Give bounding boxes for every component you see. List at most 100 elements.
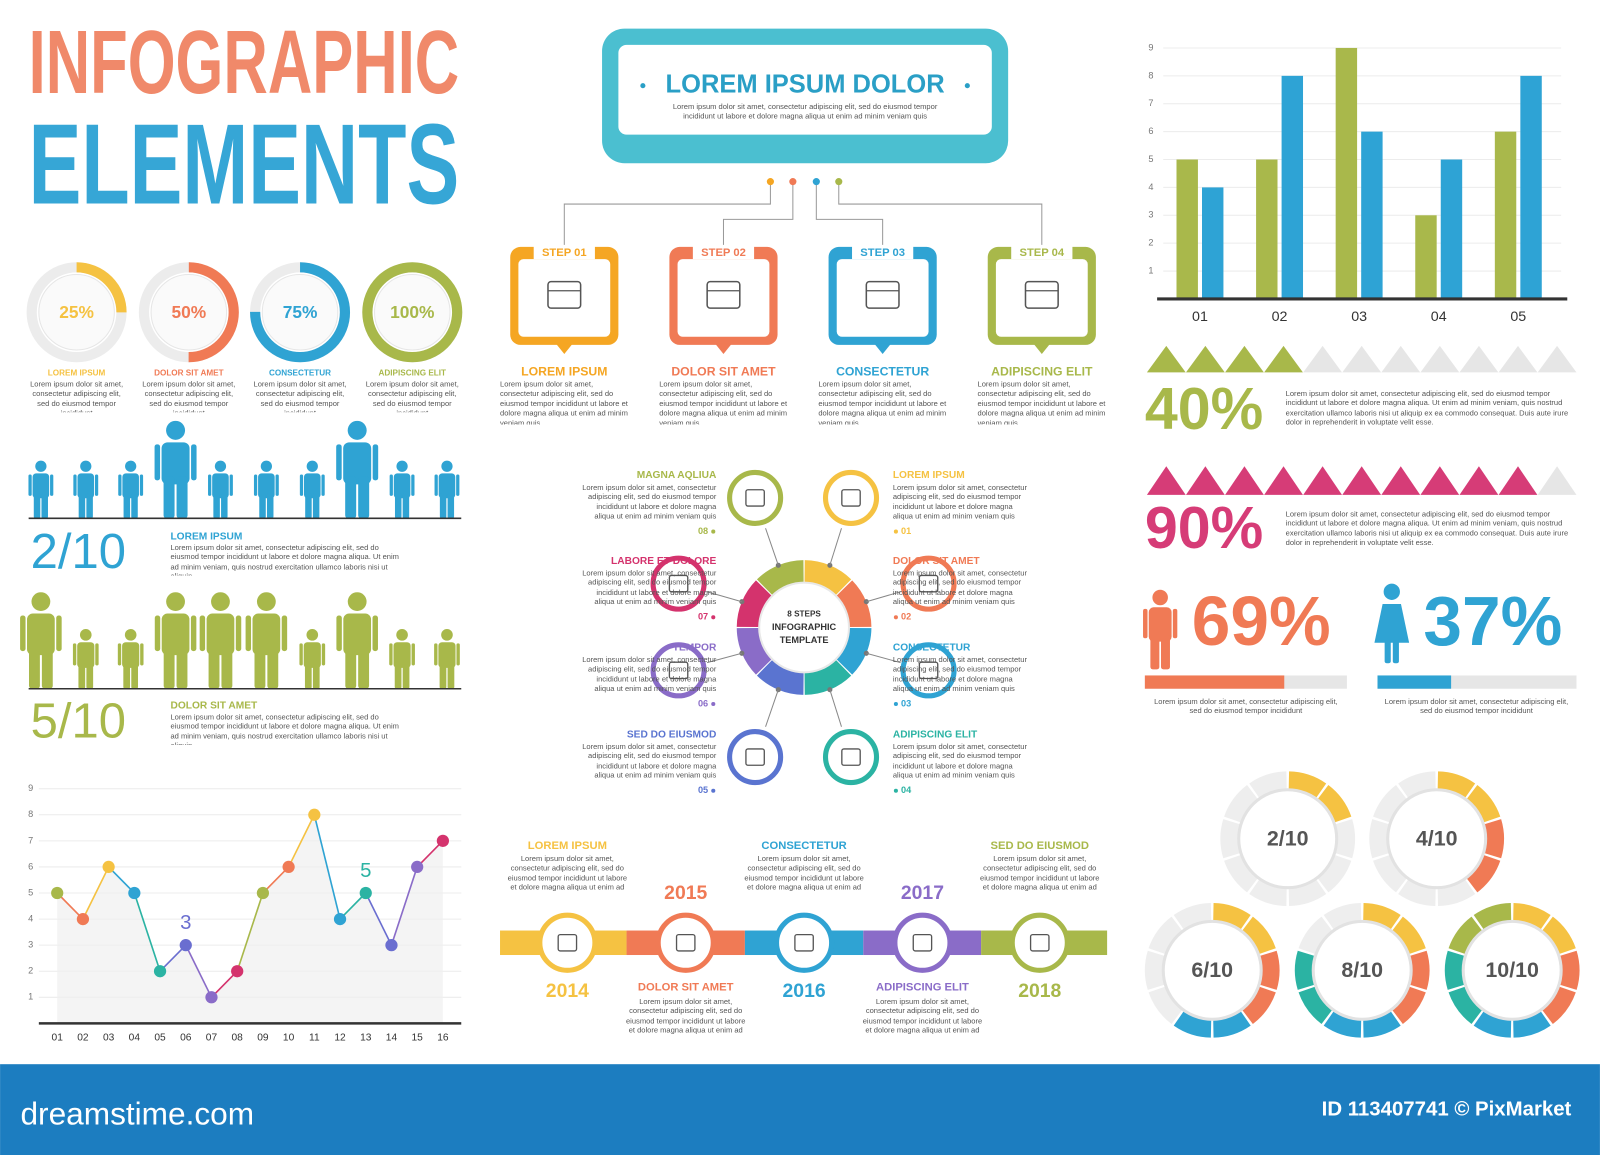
- person-body: [27, 613, 55, 656]
- step-text-box: Lorem ipsum dolor sit amet, consectetur …: [977, 379, 1106, 425]
- person-arm: [190, 615, 197, 652]
- ring-inner: [1461, 919, 1563, 1021]
- cycle-text-box: Lorem ipsum dolor sit amet, consectetur …: [892, 568, 1027, 607]
- cycle-num: 02: [901, 612, 911, 622]
- cycle-connector: [706, 591, 743, 603]
- line-segment: [236, 892, 264, 972]
- cycle-center: [758, 581, 850, 674]
- bar: [1361, 131, 1383, 299]
- step-title: LOREM IPSUM: [521, 365, 607, 379]
- line-point: [102, 860, 115, 874]
- person-arm: [229, 474, 233, 496]
- cycle-segment: [804, 560, 852, 596]
- step-inner: [518, 259, 611, 337]
- person-arm: [321, 643, 326, 666]
- gender-text: Lorem ipsum dolor sit amet, consectetur …: [1154, 696, 1338, 716]
- timeline-title: SED DO EIUSMOD: [991, 840, 1090, 852]
- cycle-text: Lorem ipsum dolor sit amet, consectetur …: [582, 655, 717, 694]
- donut-caption: LOREM IPSUM: [48, 369, 106, 378]
- person-head: [441, 629, 453, 641]
- step-icon: [547, 280, 582, 309]
- bar: [1176, 159, 1198, 299]
- person-leg: [447, 493, 455, 519]
- ring-segment: [1288, 771, 1327, 799]
- cycle-node: [727, 729, 784, 786]
- step-pointer: [874, 343, 891, 355]
- cycle-center-text: 8 STEPS: [787, 609, 821, 618]
- cycle-text: Lorem ipsum dolor sit amet, consectetur …: [892, 655, 1027, 694]
- person-icon: [199, 592, 242, 689]
- connector-dot: [835, 178, 843, 186]
- ring-segment: [1473, 1010, 1512, 1038]
- female-dress: [1374, 604, 1410, 643]
- cycle-num: 06: [698, 698, 708, 708]
- connector: [722, 181, 794, 247]
- person-leg: [208, 647, 220, 689]
- line-point: [51, 886, 64, 900]
- x-tick-label: 07: [206, 1032, 218, 1043]
- person-leg: [447, 663, 455, 689]
- timeline-icon: [794, 933, 814, 952]
- person-leg: [163, 476, 175, 519]
- people-fraction: 5/10: [31, 694, 126, 748]
- person-body: [303, 642, 321, 668]
- cycle-connector: [765, 689, 779, 727]
- person-leg: [131, 663, 139, 689]
- person-arm: [73, 474, 77, 496]
- ring-segment: [1317, 854, 1352, 893]
- person-body: [438, 473, 456, 499]
- x-tick-label: 05: [154, 1032, 166, 1043]
- person-leg: [358, 476, 370, 519]
- step-label-bg: [852, 244, 914, 260]
- triangle: [1225, 345, 1264, 373]
- timeline-title: ADIPISCING ELIT: [876, 982, 969, 994]
- ring-inner: [1311, 919, 1413, 1021]
- x-tick-label: 09: [257, 1032, 269, 1043]
- line-point: [205, 991, 218, 1004]
- ring-segment: [1288, 878, 1327, 907]
- triangle: [1342, 345, 1382, 373]
- person-icon: [1143, 589, 1178, 670]
- bar: [1202, 187, 1224, 299]
- person-icon: [299, 460, 325, 519]
- ring-segment: [1294, 950, 1316, 990]
- ring-segment: [1363, 1010, 1401, 1038]
- x-tick-label: 01: [1192, 309, 1208, 325]
- line-point: [76, 912, 90, 926]
- step-title: ADIPISCING ELIT: [991, 365, 1093, 379]
- person-leg: [123, 663, 131, 689]
- ring-segment: [1466, 854, 1501, 893]
- footer-site: dreamstime.com: [20, 1096, 254, 1132]
- person-body: [258, 473, 275, 499]
- cycle-text: Lorem ipsum dolor sit amet, consectetur …: [892, 568, 1027, 607]
- cycle-node: [650, 642, 707, 699]
- person-arm: [434, 643, 438, 666]
- person-arm: [245, 615, 252, 652]
- step-text: Lorem ipsum dolor sit amet, consectetur …: [977, 379, 1106, 425]
- people-title: LOREM IPSUM: [170, 531, 242, 542]
- cycle-num: 05: [698, 785, 708, 795]
- cycle-segment: [836, 627, 872, 675]
- ring-segment: [1437, 878, 1476, 907]
- person-leg: [345, 476, 357, 519]
- cycle-title: LOREM IPSUM: [893, 470, 965, 481]
- person-leg: [123, 493, 131, 519]
- timeline-title: LOREM IPSUM: [528, 840, 607, 852]
- person-body: [212, 473, 229, 499]
- person-body: [343, 613, 372, 656]
- org-title: LOREM IPSUM DOLOR: [666, 70, 945, 98]
- triangle: [1264, 466, 1303, 495]
- cycle-icon: [841, 748, 861, 766]
- ring-segment: [1173, 902, 1212, 931]
- bar: [1494, 131, 1517, 299]
- person-leg: [439, 493, 447, 519]
- cycle-node-dot: [827, 562, 833, 568]
- person-icon: [208, 460, 233, 519]
- line-point: [359, 886, 372, 900]
- cycle-segment: [756, 659, 804, 695]
- person-leg: [439, 663, 447, 689]
- gender-bar: [1144, 675, 1285, 689]
- connector-dot: [789, 178, 797, 186]
- gender-text-box: Lorem ipsum dolor sit amet, consectetur …: [1385, 697, 1569, 716]
- ring-segment: [1213, 902, 1251, 931]
